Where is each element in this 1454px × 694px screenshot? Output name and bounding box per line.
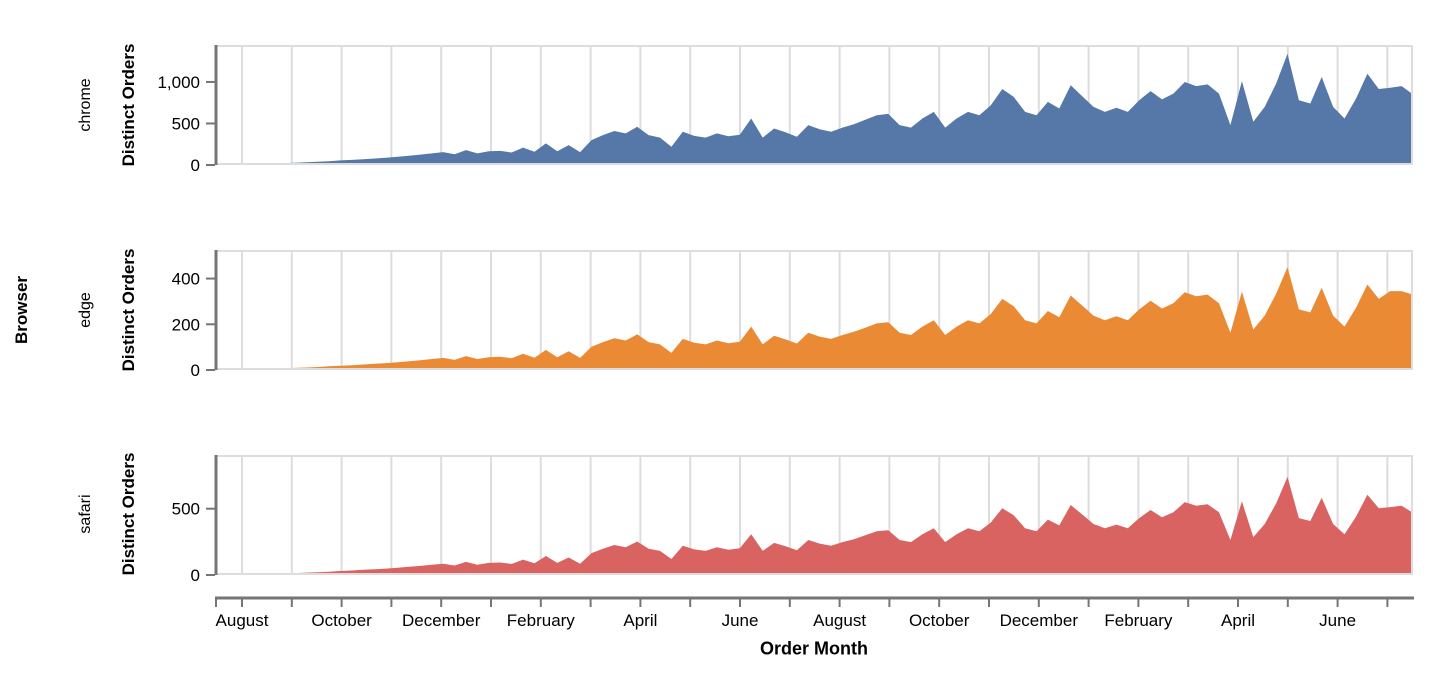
x-tick-label: December [402, 611, 481, 630]
area-safari [215, 476, 1413, 575]
x-tick-label: October [311, 611, 372, 630]
x-tick-label: June [722, 611, 759, 630]
y-tick-label: 500 [172, 500, 200, 519]
area-edge [215, 267, 1413, 370]
x-tick-label: April [623, 611, 657, 630]
y-tick-label: 200 [172, 315, 200, 334]
x-tick-label: August [813, 611, 866, 630]
x-tick-label: April [1221, 611, 1255, 630]
x-tick-label: June [1319, 611, 1356, 630]
x-axis-title: Order Month [760, 638, 868, 659]
area-chrome [215, 53, 1413, 166]
y-tick-label: 400 [172, 270, 200, 289]
y-tick-label: 0 [191, 156, 200, 175]
x-tick-label: August [216, 611, 269, 630]
x-tick-label: February [1104, 611, 1173, 630]
x-tick-label: October [909, 611, 970, 630]
y-tick-label: 500 [172, 114, 200, 133]
y-tick-label: 0 [191, 566, 200, 585]
x-tick-label: December [1000, 611, 1079, 630]
y-tick-label: 0 [191, 361, 200, 380]
y-tick-label: 1,000 [157, 73, 200, 92]
x-tick-label: February [507, 611, 576, 630]
